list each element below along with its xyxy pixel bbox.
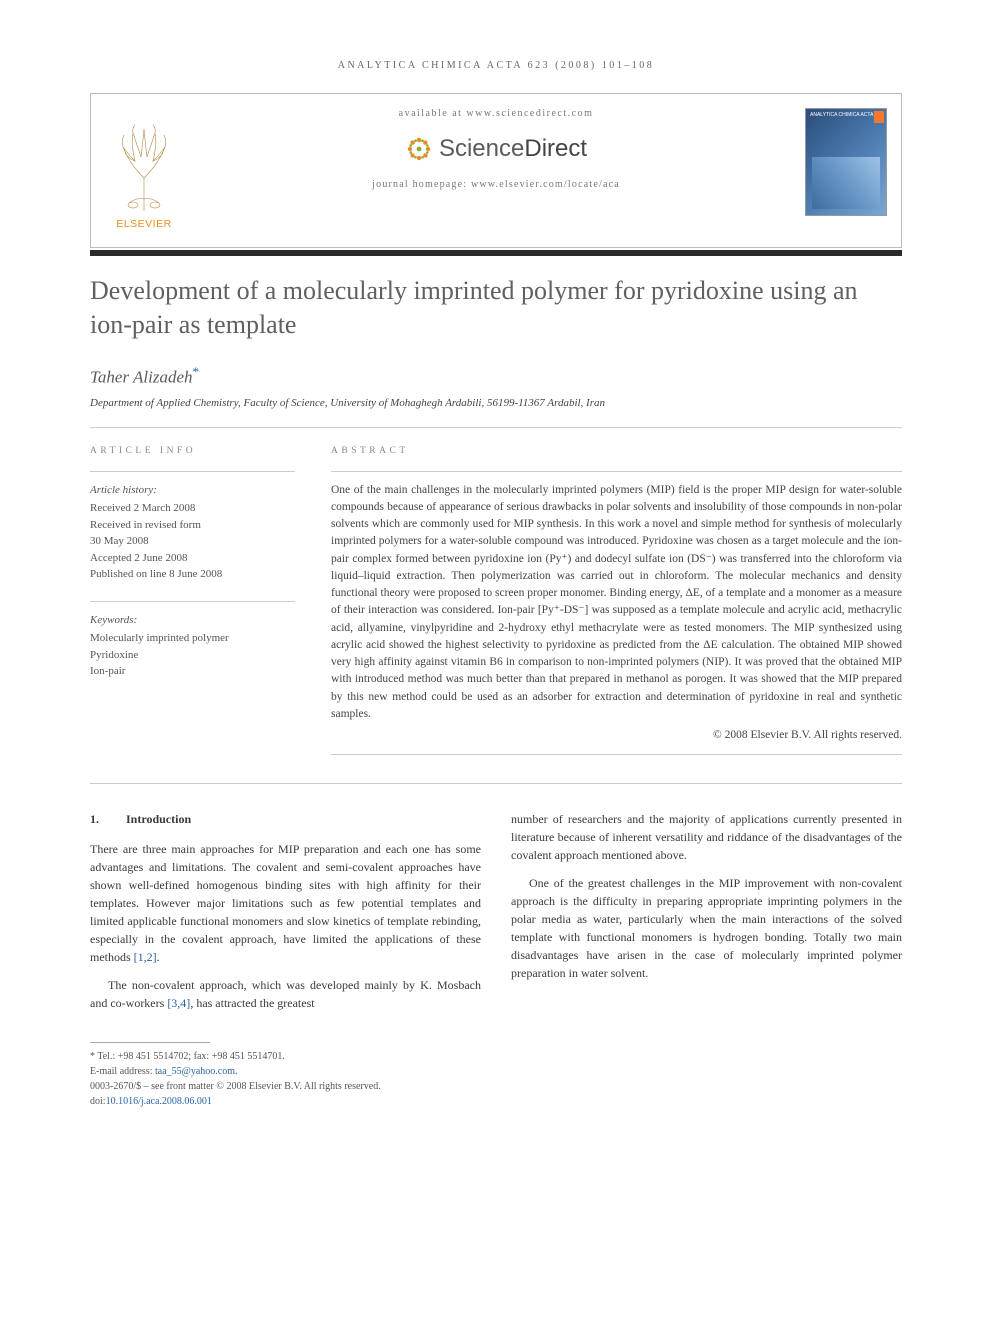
abstract-block: ABSTRACT One of the main challenges in t… — [331, 444, 902, 755]
running-head: ANALYTICA CHIMICA ACTA 623 (2008) 101–10… — [90, 60, 902, 71]
body-paragraph: The non-covalent approach, which was dev… — [90, 976, 481, 1012]
abstract-heading: ABSTRACT — [331, 444, 902, 458]
body-paragraph: One of the greatest challenges in the MI… — [511, 874, 902, 982]
sciencedirect-burst-icon — [405, 135, 433, 163]
citation-link[interactable]: [1,2] — [134, 950, 157, 964]
keyword: Pyridoxine — [90, 647, 295, 664]
sciencedirect-logo: ScienceDirect — [405, 135, 587, 163]
sciencedirect-wordmark: ScienceDirect — [439, 135, 587, 163]
journal-header-box: ELSEVIER ANALYTICA CHIMICA ACTA availabl… — [90, 93, 902, 248]
divider — [90, 783, 902, 784]
body-text-columns: 1.Introduction There are three main appr… — [90, 810, 902, 1109]
accepted-date: Accepted 2 June 2008 — [90, 550, 295, 567]
body-paragraph: number of researchers and the majority o… — [511, 810, 902, 864]
corresponding-author-marker: * — [193, 364, 200, 379]
abstract-body: One of the main challenges in the molecu… — [331, 482, 902, 724]
elsevier-wordmark: ELSEVIER — [116, 218, 171, 230]
corresponding-author-footnote: * Tel.: +98 451 5514702; fax: +98 451 55… — [90, 1049, 481, 1064]
journal-homepage-line: journal homepage: www.elsevier.com/locat… — [372, 179, 620, 190]
title-separator-bar — [90, 250, 902, 256]
revised-date-line1: Received in revised form — [90, 517, 295, 534]
article-info-block: ARTICLE INFO Article history: Received 2… — [90, 444, 295, 755]
email-link[interactable]: taa_55@yahoo.com — [155, 1066, 235, 1077]
email-footnote: E-mail address: taa_55@yahoo.com. — [90, 1064, 481, 1079]
article-history-label: Article history: — [90, 482, 295, 499]
revised-date-line2: 30 May 2008 — [90, 533, 295, 550]
footnotes-block: * Tel.: +98 451 5514702; fax: +98 451 55… — [90, 1049, 481, 1109]
column-left: 1.Introduction There are three main appr… — [90, 810, 481, 1109]
elsevier-tree-icon — [109, 123, 179, 215]
elsevier-logo: ELSEVIER — [105, 108, 183, 233]
author-affiliation: Department of Applied Chemistry, Faculty… — [90, 397, 902, 409]
citation-link[interactable]: [3,4] — [167, 996, 190, 1010]
article-title: Development of a molecularly imprinted p… — [90, 274, 902, 342]
keywords-label: Keywords: — [90, 612, 295, 629]
abstract-copyright: © 2008 Elsevier B.V. All rights reserved… — [331, 727, 902, 744]
doi-line: doi:10.1016/j.aca.2008.06.001 — [90, 1094, 481, 1109]
section-heading: 1.Introduction — [90, 810, 481, 828]
author-name: Taher Alizadeh* — [90, 364, 902, 388]
received-date: Received 2 March 2008 — [90, 500, 295, 517]
issn-line: 0003-2670/$ – see front matter © 2008 El… — [90, 1079, 481, 1094]
article-info-heading: ARTICLE INFO — [90, 444, 295, 458]
footnote-rule — [90, 1042, 210, 1043]
column-right: number of researchers and the majority o… — [511, 810, 902, 1109]
journal-cover-thumbnail: ANALYTICA CHIMICA ACTA — [805, 108, 887, 216]
doi-link[interactable]: 10.1016/j.aca.2008.06.001 — [106, 1096, 212, 1107]
body-paragraph: There are three main approaches for MIP … — [90, 840, 481, 966]
published-date: Published on line 8 June 2008 — [90, 566, 295, 583]
divider — [90, 427, 902, 428]
available-at-line: available at www.sciencedirect.com — [399, 108, 594, 119]
keyword: Ion-pair — [90, 663, 295, 680]
keyword: Molecularly imprinted polymer — [90, 630, 295, 647]
